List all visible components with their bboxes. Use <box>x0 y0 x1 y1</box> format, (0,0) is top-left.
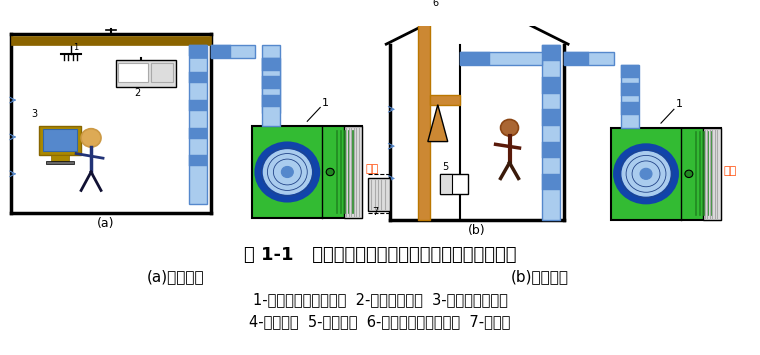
Text: 1: 1 <box>676 99 683 109</box>
Circle shape <box>640 168 652 179</box>
Text: (b)工业建筑: (b)工业建筑 <box>511 269 568 285</box>
Bar <box>262 94 280 108</box>
Bar <box>543 77 560 94</box>
Bar <box>262 76 280 89</box>
Text: 5: 5 <box>442 162 448 172</box>
Text: 新风: 新风 <box>724 166 737 176</box>
Bar <box>262 45 280 113</box>
Bar <box>150 63 173 82</box>
Bar <box>11 37 211 45</box>
Bar <box>543 45 560 61</box>
Bar <box>621 102 639 115</box>
Bar <box>621 65 639 78</box>
Bar <box>252 126 362 218</box>
Bar <box>543 109 560 126</box>
Bar <box>565 52 589 65</box>
Bar <box>410 10 438 19</box>
Text: 1: 1 <box>322 98 329 108</box>
Bar <box>188 155 207 166</box>
Bar <box>611 128 720 220</box>
Circle shape <box>501 119 518 136</box>
Bar <box>211 45 255 58</box>
Text: 新风: 新风 <box>365 164 378 174</box>
Bar <box>188 128 207 139</box>
Text: 7: 7 <box>372 207 378 217</box>
Bar <box>543 174 560 190</box>
Circle shape <box>685 170 693 178</box>
Circle shape <box>255 142 319 202</box>
Bar <box>440 174 451 194</box>
Bar <box>430 95 460 105</box>
Bar <box>188 72 207 83</box>
Bar <box>188 45 207 56</box>
Text: 6: 6 <box>432 0 439 8</box>
Text: 1-新风的空气处理机组  2-风机盘管机组  3-电器和电子设备: 1-新风的空气处理机组 2-风机盘管机组 3-电器和电子设备 <box>252 293 508 308</box>
Text: (b): (b) <box>468 224 486 237</box>
Bar <box>118 63 148 82</box>
Circle shape <box>622 152 670 196</box>
Bar <box>43 129 77 151</box>
Bar <box>565 52 614 65</box>
Circle shape <box>264 150 312 194</box>
Bar <box>703 128 720 220</box>
Bar <box>262 58 280 71</box>
Circle shape <box>81 129 101 147</box>
Circle shape <box>614 144 678 203</box>
Text: (a)民用建筑: (a)民用建筑 <box>147 269 204 285</box>
Bar <box>418 12 430 220</box>
Bar <box>46 161 74 164</box>
Bar <box>116 60 176 87</box>
Bar <box>440 174 467 194</box>
Bar <box>543 142 560 158</box>
Text: 4-照明灯具  5-工艺设备  6-排风风机及排风系统  7-散热器: 4-照明灯具 5-工艺设备 6-排风风机及排风系统 7-散热器 <box>249 314 511 329</box>
Text: 3: 3 <box>31 109 37 119</box>
Circle shape <box>326 168 334 176</box>
Circle shape <box>281 166 293 178</box>
Bar <box>188 45 207 204</box>
Bar <box>51 155 69 161</box>
Text: 2: 2 <box>134 88 140 98</box>
Text: 图 1-1   民用建筑和工业建筑的采暖通风和空调系统: 图 1-1 民用建筑和工业建筑的采暖通风和空调系统 <box>244 246 516 264</box>
Bar <box>621 65 639 128</box>
Bar <box>188 100 207 111</box>
Bar <box>621 83 639 97</box>
Text: 1: 1 <box>73 43 78 52</box>
Bar <box>344 126 362 218</box>
Bar <box>543 45 560 220</box>
Text: (a): (a) <box>97 217 115 230</box>
Bar <box>40 126 81 155</box>
Bar <box>460 52 489 65</box>
Bar <box>188 45 207 58</box>
Bar <box>460 52 543 65</box>
Polygon shape <box>428 105 448 142</box>
Bar <box>368 179 390 211</box>
Bar <box>262 58 280 126</box>
Bar <box>211 45 230 58</box>
